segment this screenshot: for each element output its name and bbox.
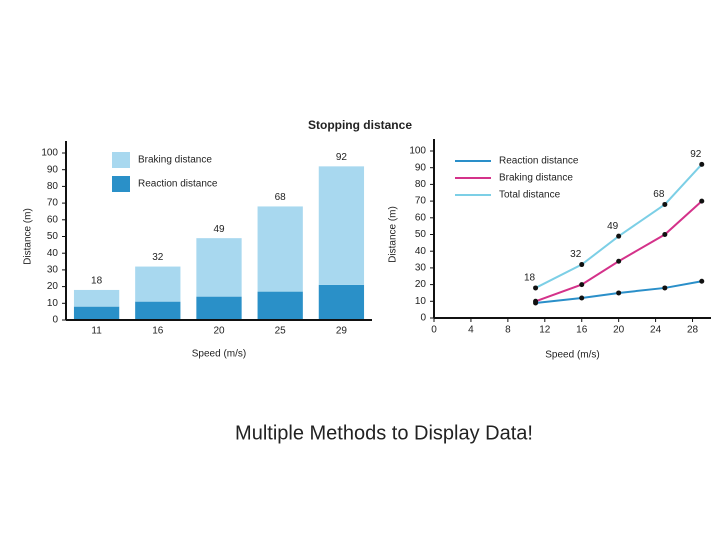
y-tick-label: 0 <box>420 313 426 324</box>
legend-label: Braking distance <box>138 155 212 166</box>
point-label: 68 <box>653 189 665 200</box>
point <box>662 232 668 237</box>
legend-label: Reaction distance <box>138 179 218 190</box>
y-tick-label: 30 <box>415 263 427 274</box>
point <box>579 282 585 288</box>
x-tick-label: 24 <box>650 325 662 336</box>
total-label: 32 <box>152 252 164 263</box>
total-label: 49 <box>213 224 225 235</box>
x-tick-label: 4 <box>468 325 474 336</box>
x-tick-label: 20 <box>613 325 625 336</box>
y-tick-label: 90 <box>415 162 427 173</box>
x-tick-label: 28 <box>687 325 699 336</box>
point <box>699 161 705 167</box>
x-tick-label: 8 <box>505 325 511 336</box>
bar-segment <box>257 206 303 292</box>
y-tick-label: 100 <box>409 146 426 157</box>
bar-segment <box>196 296 242 320</box>
y-tick-label: 100 <box>41 148 58 159</box>
point <box>662 201 668 207</box>
legend-swatch <box>112 176 130 192</box>
y-tick-label: 80 <box>415 179 427 190</box>
bar-segment <box>318 284 365 320</box>
point <box>616 290 622 296</box>
y-tick-label: 40 <box>47 248 59 259</box>
total-label: 92 <box>336 152 348 163</box>
x-tick-label: 12 <box>539 325 551 336</box>
x-tick-label: 16 <box>152 326 164 337</box>
bar-segment <box>135 301 181 320</box>
point <box>616 233 622 239</box>
legend-swatch <box>112 152 130 168</box>
y-tick-label: 20 <box>415 279 427 290</box>
bar-segment <box>135 266 181 302</box>
point <box>579 262 585 268</box>
point <box>533 298 539 304</box>
y-tick-label: 90 <box>47 164 59 175</box>
x-tick-label: 16 <box>576 325 588 336</box>
y-tick-label: 70 <box>415 196 427 207</box>
y-tick-label: 10 <box>415 296 427 307</box>
point <box>699 278 705 284</box>
point <box>533 285 539 291</box>
title: Stopping distance <box>308 118 412 132</box>
x-tick-label: 0 <box>431 325 437 336</box>
y-tick-label: 0 <box>52 315 58 326</box>
point-label: 92 <box>690 149 702 160</box>
y-axis-label: Distance (m) <box>388 206 399 263</box>
caption: Multiple Methods to Display Data! <box>235 422 533 444</box>
y-tick-label: 70 <box>47 198 59 209</box>
legend-label: Total distance <box>499 190 561 201</box>
point-label: 49 <box>607 221 619 232</box>
x-axis-label: Speed (m/s) <box>192 349 246 360</box>
point <box>662 285 668 291</box>
legend-label: Reaction distance <box>499 156 579 167</box>
x-tick-label: 25 <box>275 326 287 337</box>
y-tick-label: 40 <box>415 246 427 257</box>
point <box>579 295 585 301</box>
y-tick-label: 60 <box>47 214 59 225</box>
bar-segment <box>73 306 120 320</box>
point-label: 32 <box>570 249 582 260</box>
y-tick-label: 20 <box>47 281 59 292</box>
legend-label: Braking distance <box>499 173 573 184</box>
y-tick-label: 60 <box>415 212 427 223</box>
bar-segment <box>196 238 242 297</box>
point-label: 18 <box>524 273 536 284</box>
bar-segment <box>257 291 303 320</box>
bar-segment <box>318 166 365 285</box>
y-tick-label: 50 <box>415 229 427 240</box>
x-tick-label: 29 <box>336 326 348 337</box>
x-tick-label: 20 <box>213 326 225 337</box>
y-tick-label: 10 <box>47 298 59 309</box>
total-label: 18 <box>91 276 103 287</box>
y-axis-label: Distance (m) <box>23 208 34 265</box>
total-label: 68 <box>275 192 287 203</box>
x-tick-label: 11 <box>91 326 102 337</box>
point <box>699 198 705 204</box>
y-tick-label: 80 <box>47 181 59 192</box>
y-tick-label: 30 <box>47 265 59 276</box>
point <box>616 258 622 264</box>
y-tick-label: 50 <box>47 231 59 242</box>
x-axis-label: Speed (m/s) <box>545 350 599 361</box>
bar-segment <box>73 289 120 307</box>
